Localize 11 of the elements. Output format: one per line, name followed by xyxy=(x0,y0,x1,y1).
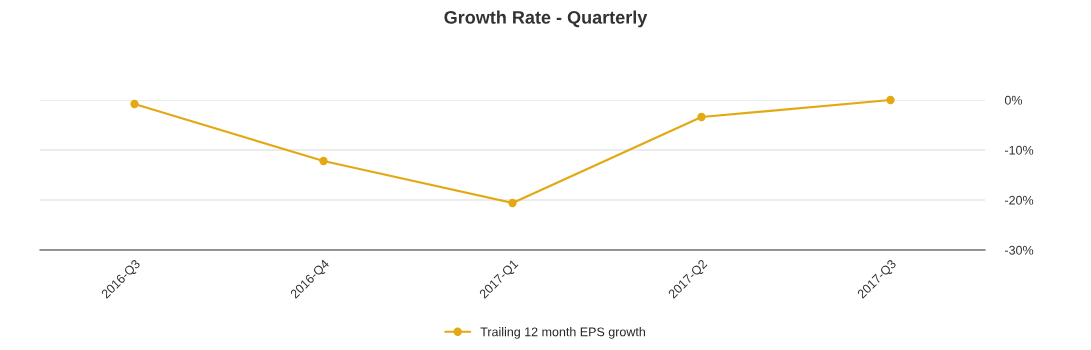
point xyxy=(886,95,895,105)
chart-title: Growth Rate - Quarterly xyxy=(444,10,648,28)
point xyxy=(319,156,328,166)
point xyxy=(697,112,706,122)
point xyxy=(130,99,139,109)
y-tick-label: -10% xyxy=(1005,145,1034,155)
y-tick-label: -20% xyxy=(1005,195,1034,205)
y-tick-label: -30% xyxy=(1005,245,1034,255)
legend-label: Trailing 12 month EPS growth xyxy=(480,327,645,339)
y-tick-label: 0% xyxy=(1004,95,1023,105)
point xyxy=(508,198,517,208)
